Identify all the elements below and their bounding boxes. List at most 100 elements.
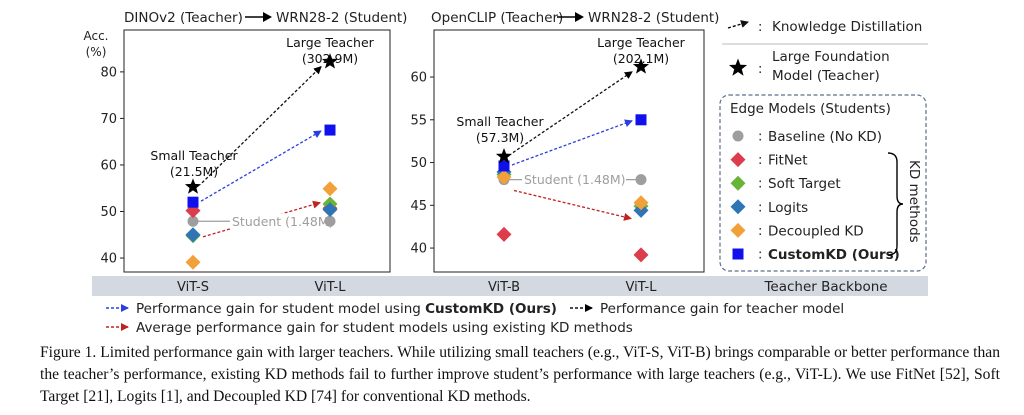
chart2-title-student: WRN28-2 (Student) (588, 10, 719, 26)
chart2-xtick-0: ViT-B (488, 280, 520, 295)
chart2-ytick-label-1: 45 (410, 199, 427, 214)
chart2-point-fitnet-0 (496, 226, 512, 242)
legend-item-soft-target: Soft Target (768, 176, 841, 192)
legend-teacher-line1: Large Foundation (772, 49, 890, 65)
chart1-title-teacher: DINOv2 (Teacher) (124, 10, 243, 26)
chart1-title-arrow (245, 12, 272, 22)
figure-canvas: DINOv2 (Teacher) WRN28-2 (Student) Acc. … (83, 10, 928, 336)
chart1-large-teacher-label: Large Teacher (286, 35, 374, 50)
legend-colon-kd: : (758, 20, 762, 35)
chart2-point-baseline-no-kd-1 (635, 174, 647, 186)
legend-customkd-ours-square-icon (732, 248, 744, 260)
chart2-student-label-bg (522, 171, 626, 188)
legend-colon-teacher: : (758, 62, 762, 77)
edge-models-title: Edge Models (Students) (730, 101, 891, 117)
teacher-backbone-label: Teacher Backbone (763, 279, 887, 295)
chart2-title-teacher: OpenCLIP (Teacher) (431, 10, 563, 26)
chart1-xtick-0: ViT-S (177, 280, 209, 295)
legend-colon-baseline-no-kd: : (758, 130, 762, 145)
chart2-point-decoupled-kd-1 (633, 195, 649, 211)
chart2-frame (433, 29, 705, 273)
legend-soft-target-diamond-icon (730, 175, 746, 191)
chart2-existing-kd-gain-arrow (513, 189, 632, 221)
chart2-small-teacher-label: Small Teacher (456, 114, 544, 129)
legend-item-logits: Logits (768, 200, 808, 216)
kd-methods-brace (887, 152, 904, 256)
gain-existing-text: Average performance gain for student mod… (136, 320, 633, 336)
chart1-point-customkd-ours-1 (324, 124, 336, 136)
chart1-ytick-label-3: 70 (100, 112, 117, 127)
chart2-large-teacher-label: Large Teacher (597, 35, 685, 50)
chart1-student-label: Student (1.48M) (232, 214, 334, 229)
chart1-small-teacher-label: Small Teacher (150, 148, 238, 163)
chart1-ytick-label-1: 50 (100, 205, 117, 220)
chart2-xtick-1: ViT-L (626, 280, 658, 295)
chart1-small-teacher-size: (21.5M) (170, 164, 218, 179)
chart1-customkd-gain-arrow (200, 130, 322, 202)
gain-customkd-bold: CustomKD (Ours) (425, 301, 557, 317)
chart1-point-logits-0 (185, 227, 201, 243)
legend-colon-customkd-ours: : (758, 248, 762, 263)
legend-item-customkd-ours: CustomKD (Ours) (768, 247, 900, 263)
legend-item-fitnet: FitNet (768, 153, 808, 169)
chart1-teacher-gain-arrow (201, 65, 322, 184)
chart1-ylabel-line2: (%) (86, 45, 107, 59)
legend-item-decoupled-kd: Decoupled KD (768, 223, 864, 239)
figure-caption: Figure 1. Limited performance gain with … (40, 342, 1000, 408)
caption-text: Limited performance gain with larger tea… (40, 344, 1000, 405)
chart2-point-decoupled-kd-0 (496, 169, 512, 185)
chart2-ytick-label-2: 50 (410, 156, 427, 171)
chart1-point-decoupled-kd-0 (185, 254, 201, 270)
legend-colon-logits: : (758, 200, 762, 215)
chart1-point-baseline-no-kd-0 (187, 215, 199, 227)
legend-colon-decoupled-kd: : (758, 224, 762, 239)
chart2-ytick-label-3: 55 (410, 113, 427, 128)
chart2-point-large-foundation-model-teacher-0 (495, 148, 513, 164)
chart1-large-teacher-size: (302.9M) (302, 51, 358, 66)
chart2-ytick-label-4: 60 (410, 71, 427, 86)
chart1-frame (123, 29, 391, 273)
legend-teacher-line2: Model (Teacher) (772, 68, 880, 84)
chart1-ytick-label-0: 40 (100, 252, 117, 267)
chart2-small-teacher-size: (57.3M) (476, 130, 524, 145)
chart2-title-arrow (557, 12, 584, 22)
chart-dinov2: DINOv2 (Teacher) WRN28-2 (Student) Acc. … (83, 10, 407, 295)
legend-item-baseline-no-kd: Baseline (No KD) (768, 129, 882, 145)
chart1-ytick-label-2: 60 (100, 158, 117, 173)
chart2-point-large-foundation-model-teacher-1 (632, 58, 650, 74)
chart1-student-label-bg (230, 213, 334, 230)
chart2-ytick-label-0: 40 (410, 242, 427, 257)
kd-methods-label: KD methods (906, 160, 922, 243)
chart1-point-logits-1 (322, 202, 338, 218)
chart1-point-baseline-no-kd-1 (324, 215, 336, 227)
chart1-point-customkd-ours-0 (187, 196, 199, 208)
chart1-point-decoupled-kd-1 (322, 181, 338, 197)
legend-kd-label: Knowledge Distillation (772, 19, 922, 35)
chart2-teacher-gain-arrow (512, 71, 633, 154)
star-icon (728, 58, 748, 76)
chart2-point-fitnet-1 (633, 247, 649, 263)
chart2-customkd-gain-arrow (511, 119, 633, 166)
gain-teacher-text: Performance gain for teacher model (600, 301, 844, 317)
chart1-ytick-label-4: 80 (100, 65, 117, 80)
edge-models-box (719, 94, 927, 272)
chart1-xtick-1: ViT-L (315, 280, 347, 295)
legend-baseline-no-kd-circle-icon (732, 130, 744, 142)
legend-logits-diamond-icon (730, 199, 746, 215)
legend-panel: : Knowledge Distillation : Large Foundat… (719, 19, 928, 272)
legend-decoupled-kd-diamond-icon (730, 222, 746, 238)
chart1-point-large-foundation-model-teacher-0 (184, 178, 202, 194)
chart2-point-customkd-ours-1 (635, 114, 647, 126)
legend-colon-fitnet: : (758, 153, 762, 168)
caption-label: Figure 1. (40, 344, 97, 361)
chart1-ylabel-line1: Acc. (83, 29, 108, 43)
chart-openclip: OpenCLIP (Teacher) WRN28-2 (Student) 40 4… (410, 10, 719, 295)
gain-legend: Performance gain for student model using… (106, 301, 844, 336)
gain-customkd-prefix: Performance gain for student model using (136, 301, 425, 317)
chart2-student-label: Student (1.48M) (524, 172, 626, 187)
backbone-band (92, 276, 928, 296)
legend-colon-soft-target: : (758, 177, 762, 192)
chart2-point-customkd-ours-0 (498, 160, 510, 172)
chart2-large-teacher-size: (202.1M) (613, 51, 669, 66)
chart2-point-logits-1 (633, 202, 649, 218)
